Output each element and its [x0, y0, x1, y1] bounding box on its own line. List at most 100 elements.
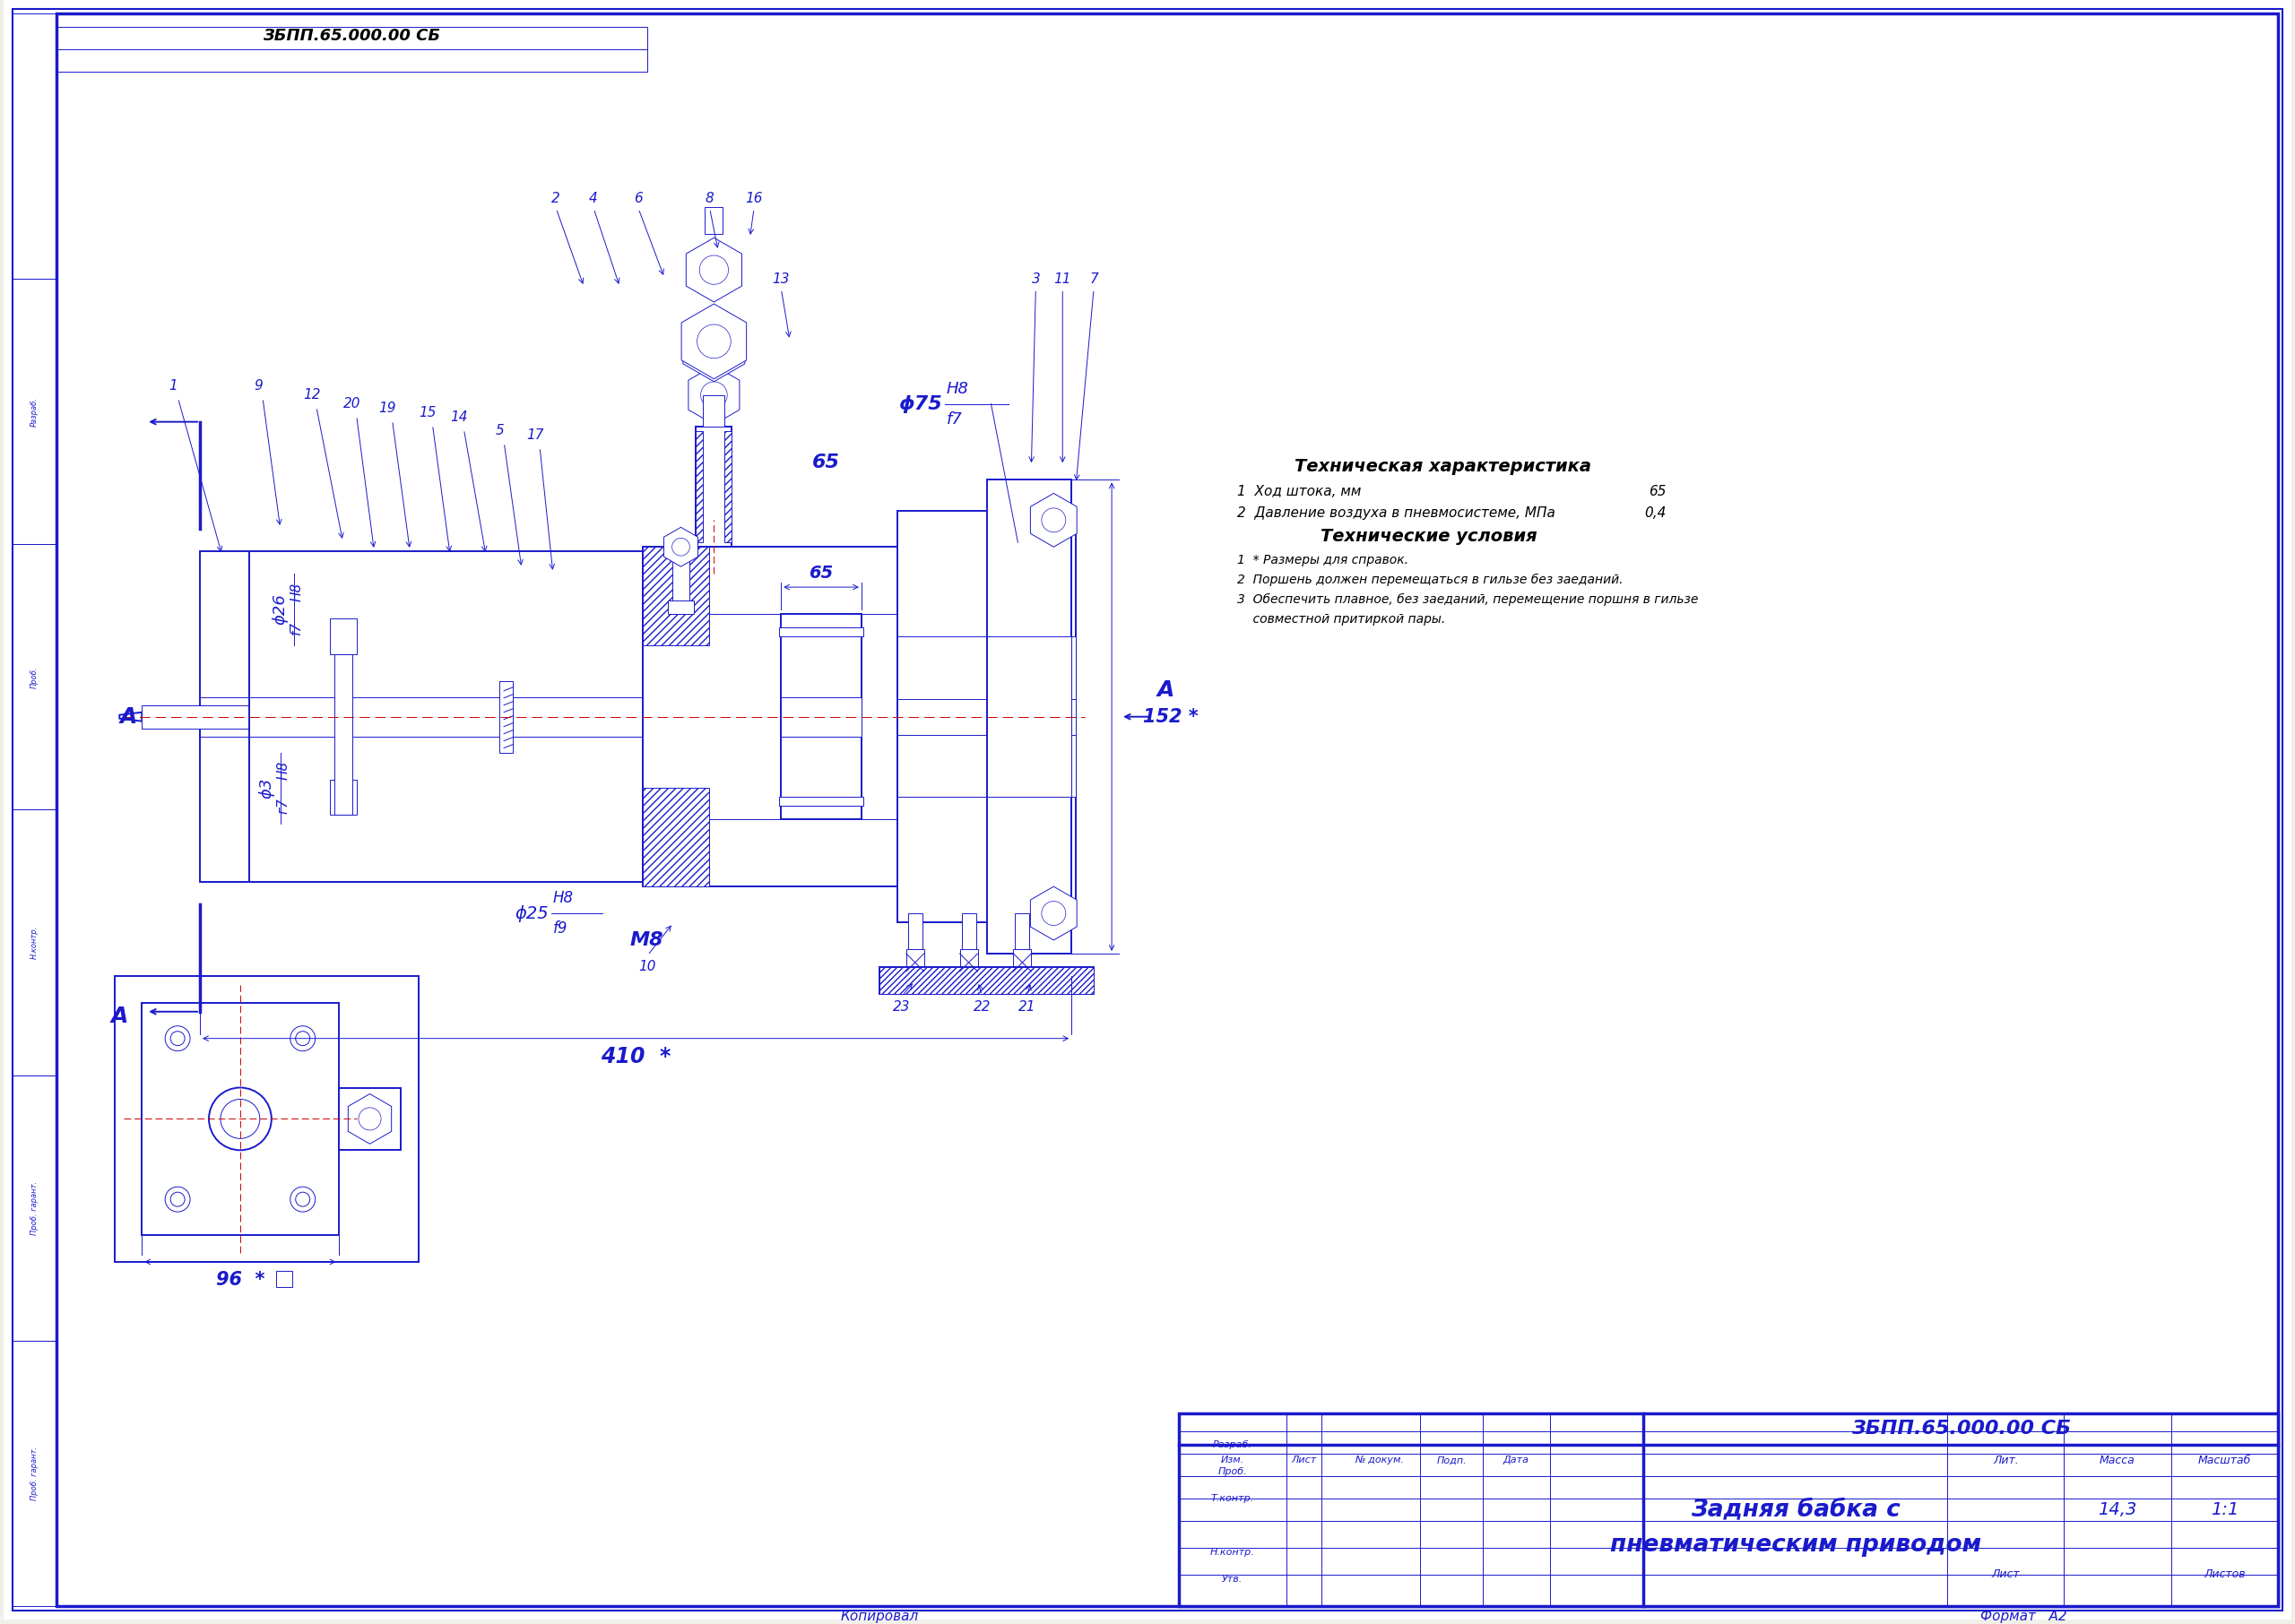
- Text: f9: f9: [553, 921, 567, 937]
- Bar: [643, 788, 709, 887]
- Text: 65: 65: [810, 564, 833, 581]
- Bar: [335, 654, 351, 815]
- Text: Масштаб: Масштаб: [2199, 1455, 2251, 1466]
- Text: А: А: [1157, 679, 1175, 700]
- Bar: [959, 948, 978, 976]
- Bar: [907, 948, 925, 976]
- Text: 1  Ход штока, мм: 1 Ход штока, мм: [1237, 486, 1361, 499]
- Bar: [200, 552, 250, 882]
- Text: H8: H8: [289, 581, 303, 601]
- Text: Подп.: Подп.: [1437, 1455, 1467, 1465]
- Bar: [11, 1075, 57, 1340]
- Text: ϕ3: ϕ3: [259, 778, 275, 799]
- Text: 15: 15: [420, 406, 436, 419]
- Circle shape: [700, 382, 728, 408]
- Text: 4: 4: [590, 192, 597, 205]
- Circle shape: [165, 1026, 190, 1051]
- Bar: [987, 481, 1072, 637]
- Bar: [200, 793, 250, 882]
- Bar: [200, 555, 250, 645]
- Bar: [330, 619, 356, 654]
- Text: Н.контр.: Н.контр.: [1209, 1548, 1255, 1557]
- Polygon shape: [349, 1095, 392, 1143]
- Bar: [11, 810, 57, 1075]
- Bar: [252, 728, 271, 736]
- Text: Проб.: Проб.: [1219, 1468, 1246, 1476]
- Circle shape: [358, 1108, 381, 1130]
- Text: Лист: Лист: [1992, 1569, 2020, 1580]
- Circle shape: [698, 325, 730, 359]
- Bar: [879, 966, 1095, 994]
- Bar: [500, 680, 512, 752]
- Circle shape: [672, 538, 691, 555]
- Bar: [643, 547, 709, 645]
- Text: пневматическим приводом: пневматическим приводом: [1611, 1533, 1981, 1557]
- Text: Технические условия: Технические условия: [1322, 528, 1538, 544]
- Text: 20: 20: [344, 398, 360, 411]
- Text: 14,3: 14,3: [2098, 1501, 2137, 1518]
- Circle shape: [170, 1031, 186, 1046]
- Polygon shape: [1030, 494, 1076, 547]
- Bar: [897, 637, 1076, 797]
- Text: Дата: Дата: [1503, 1455, 1528, 1465]
- Text: Лист: Лист: [1292, 1455, 1317, 1465]
- Bar: [780, 797, 863, 806]
- Text: совместной притиркой пары.: совместной притиркой пары.: [1237, 612, 1446, 625]
- Circle shape: [170, 1192, 186, 1207]
- Text: А: А: [110, 1005, 129, 1026]
- Text: Листов: Листов: [2203, 1569, 2245, 1580]
- Text: Проб. гарант.: Проб. гарант.: [30, 1181, 39, 1234]
- Text: 1  * Размеры для справок.: 1 * Размеры для справок.: [1237, 554, 1409, 567]
- Bar: [987, 481, 1072, 953]
- Text: f7: f7: [289, 620, 303, 633]
- Circle shape: [296, 1031, 310, 1046]
- Bar: [330, 780, 356, 815]
- Text: 2  Давление воздуха в пневмосистеме, МПа: 2 Давление воздуха в пневмосистеме, МПа: [1237, 507, 1556, 520]
- Text: H8: H8: [275, 760, 289, 780]
- Text: Изм.: Изм.: [1221, 1455, 1244, 1465]
- Bar: [780, 627, 863, 637]
- Text: Т.контр.: Т.контр.: [1212, 1494, 1253, 1504]
- Bar: [643, 614, 987, 820]
- Bar: [252, 697, 271, 705]
- Bar: [643, 547, 987, 887]
- Text: 65: 65: [1648, 486, 1666, 499]
- Text: Проб.: Проб.: [30, 666, 39, 689]
- Bar: [115, 976, 420, 1262]
- Polygon shape: [119, 713, 142, 721]
- Text: 16: 16: [746, 192, 762, 205]
- Bar: [250, 697, 643, 736]
- Text: Задняя бабка с: Задняя бабка с: [1691, 1497, 1900, 1522]
- Bar: [668, 601, 695, 614]
- Text: г7: г7: [275, 797, 289, 814]
- Text: 410  *: 410 *: [601, 1046, 672, 1067]
- Bar: [909, 913, 923, 976]
- Text: ЗБПП.65.000.00 СБ: ЗБПП.65.000.00 СБ: [264, 28, 441, 44]
- Text: Копировал: Копировал: [840, 1609, 918, 1624]
- Polygon shape: [1030, 887, 1076, 940]
- Text: Н.контр.: Н.контр.: [30, 926, 39, 960]
- Bar: [142, 1002, 337, 1236]
- Bar: [337, 1088, 402, 1150]
- Bar: [250, 788, 643, 882]
- Bar: [1014, 948, 1030, 976]
- Text: 23: 23: [893, 1000, 911, 1013]
- Text: 11: 11: [1053, 273, 1072, 286]
- Text: 8: 8: [705, 192, 714, 205]
- Text: 19: 19: [379, 401, 397, 416]
- Bar: [879, 966, 1095, 994]
- Text: ϕ26: ϕ26: [273, 594, 289, 625]
- Text: f7: f7: [946, 411, 962, 427]
- Circle shape: [289, 1026, 314, 1051]
- Bar: [250, 552, 643, 645]
- Circle shape: [209, 1088, 271, 1150]
- Bar: [702, 395, 725, 425]
- Bar: [275, 1272, 291, 1286]
- Bar: [11, 279, 57, 544]
- Text: 1:1: 1:1: [2210, 1501, 2238, 1518]
- Bar: [250, 552, 643, 882]
- Bar: [1014, 913, 1030, 976]
- Polygon shape: [684, 310, 746, 382]
- Polygon shape: [682, 304, 746, 378]
- Circle shape: [296, 1192, 310, 1207]
